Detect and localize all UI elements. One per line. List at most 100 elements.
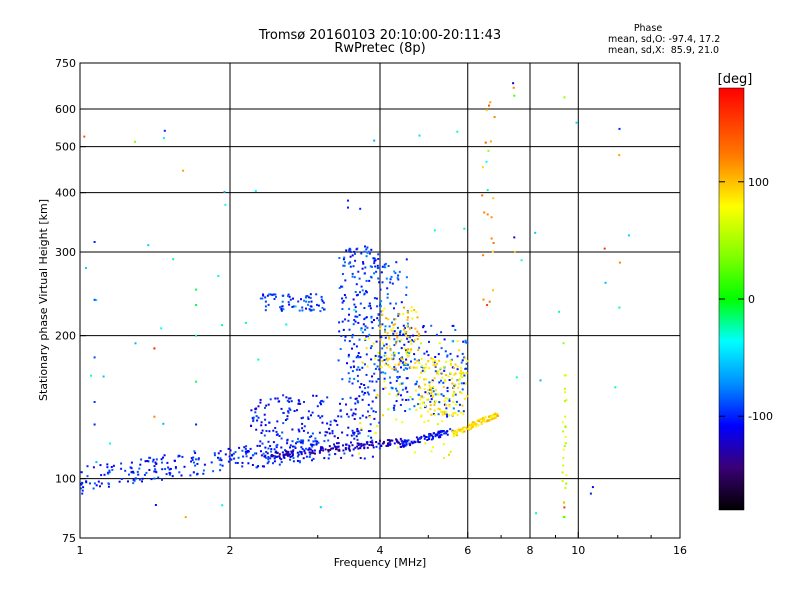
data-point (491, 250, 494, 253)
data-point (245, 445, 248, 448)
data-point (402, 445, 405, 448)
data-point (378, 368, 381, 371)
data-point (351, 414, 354, 417)
data-point (367, 403, 370, 406)
data-point (456, 355, 459, 358)
data-point (313, 449, 316, 452)
data-point (448, 379, 451, 381)
data-point (354, 320, 357, 323)
data-point (458, 349, 461, 352)
data-point (360, 327, 363, 330)
data-point (266, 294, 269, 297)
data-point (337, 449, 340, 452)
data-point (320, 446, 322, 449)
data-point (377, 442, 380, 445)
data-point (354, 252, 356, 255)
data-point (441, 371, 443, 374)
data-point (462, 428, 465, 430)
data-point (446, 355, 449, 358)
data-point (296, 441, 299, 444)
data-point (100, 474, 103, 477)
data-point (405, 334, 407, 337)
data-point (451, 382, 454, 385)
data-point (359, 447, 362, 450)
data-point (360, 427, 363, 430)
data-point (269, 445, 272, 447)
data-point (164, 468, 167, 470)
data-point (392, 407, 395, 409)
data-point (387, 265, 390, 267)
data-point (167, 466, 170, 469)
data-point (181, 455, 184, 458)
data-point (396, 339, 399, 342)
data-point (328, 427, 331, 430)
data-point (341, 398, 344, 400)
data-point (392, 332, 395, 335)
data-point (382, 342, 384, 345)
data-point (374, 367, 377, 370)
data-point (451, 393, 454, 396)
data-point (280, 446, 283, 449)
data-point (406, 316, 409, 319)
data-point (561, 471, 564, 474)
data-point (288, 295, 291, 298)
data-point (423, 367, 425, 370)
data-point (219, 463, 222, 466)
data-point (349, 248, 352, 251)
data-point (371, 439, 374, 442)
data-point (355, 435, 358, 438)
data-point (446, 390, 449, 393)
data-point (352, 360, 355, 363)
data-point (320, 298, 323, 301)
data-point (404, 410, 407, 412)
data-point (399, 404, 402, 406)
data-point (367, 305, 370, 308)
data-point (319, 401, 322, 404)
data-point (428, 433, 431, 436)
data-point (448, 399, 451, 402)
data-point (273, 460, 276, 463)
data-point (269, 293, 272, 296)
data-point (446, 386, 449, 389)
data-point (496, 415, 499, 417)
data-point (301, 306, 304, 309)
data-point (377, 277, 380, 280)
data-point (300, 446, 303, 449)
data-point (381, 309, 384, 312)
data-point (465, 372, 468, 375)
data-point (465, 367, 468, 370)
data-point (296, 409, 298, 412)
data-point (406, 352, 409, 355)
data-point (481, 194, 484, 197)
data-point (487, 149, 490, 152)
data-point (387, 363, 390, 366)
data-point (344, 296, 347, 299)
data-point (264, 446, 267, 449)
data-point (406, 325, 409, 328)
data-point (484, 416, 487, 418)
data-point (395, 342, 397, 345)
data-point (419, 398, 422, 401)
data-point (366, 365, 369, 368)
data-point (430, 413, 433, 416)
data-point (351, 370, 354, 373)
data-point (255, 466, 258, 469)
data-point (103, 473, 106, 476)
data-point (415, 311, 418, 313)
data-point (405, 325, 408, 328)
data-point (563, 516, 566, 519)
data-point (298, 430, 301, 433)
data-point (462, 382, 465, 385)
data-point (452, 367, 455, 369)
data-point (431, 391, 433, 394)
data-point (335, 448, 337, 451)
data-point (411, 317, 414, 320)
data-point (370, 407, 373, 410)
data-point (171, 475, 174, 478)
data-point (137, 473, 140, 476)
data-point (138, 467, 141, 470)
data-point (300, 439, 303, 442)
data-point (456, 340, 459, 343)
data-point (404, 333, 407, 336)
data-point (369, 415, 372, 418)
